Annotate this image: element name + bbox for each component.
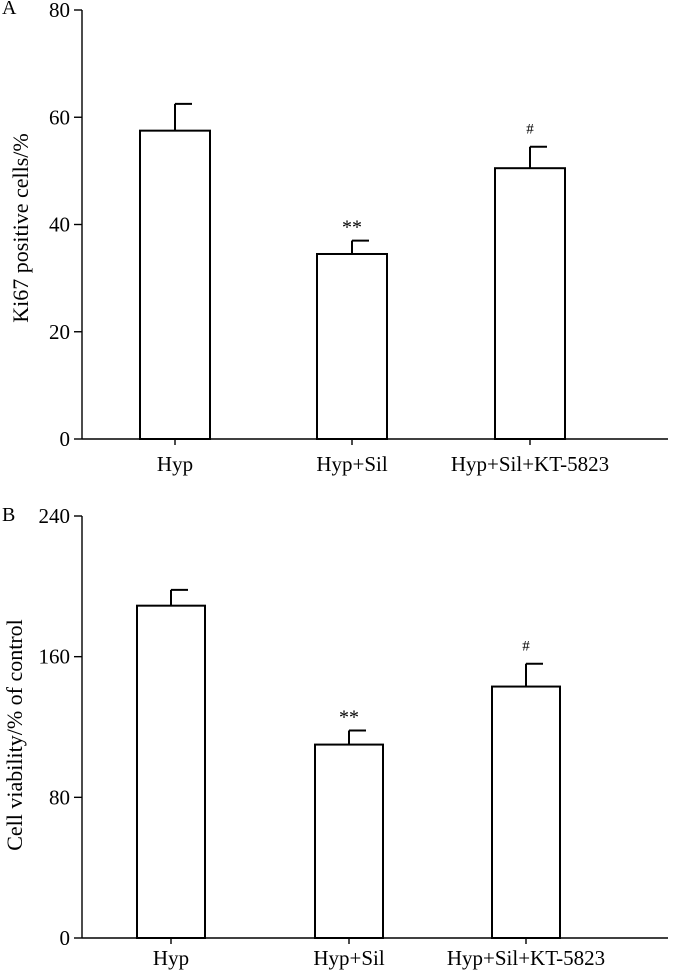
chart-panel-b: B Cell viability/% of control 080160240 … — [2, 504, 668, 970]
annotations-b: ** # — [339, 639, 530, 729]
significance-marker: ** — [342, 217, 362, 239]
y-tick-label: 40 — [49, 213, 70, 237]
y-tick-label: 80 — [49, 785, 70, 809]
y-tick-label: 20 — [49, 320, 70, 344]
errorbars-b — [170, 588, 543, 745]
bar-hyp — [136, 604, 206, 939]
x-category-label: Hyp+Sil — [316, 452, 388, 476]
x-category-label: Hyp+Sil — [313, 946, 385, 970]
significance-marker: # — [522, 639, 530, 655]
significance-marker: # — [526, 122, 534, 138]
panel-label-b: B — [2, 504, 15, 526]
significance-marker: ** — [339, 707, 359, 729]
y-tick-label: 60 — [49, 105, 70, 129]
y-tick-label: 160 — [39, 645, 71, 669]
category-labels-b: Hyp Hyp+Sil Hyp+Sil+KT-5823 — [153, 946, 605, 970]
ticks-b: 0 80 160 240 — [39, 504, 527, 950]
y-axis-title-a: Ki67 positive cells/% — [8, 133, 33, 322]
bar-hyp — [139, 129, 211, 440]
y-tick-label: 240 — [39, 504, 71, 528]
y-axis-title-b: Cell viability/% of control — [2, 619, 27, 851]
bar-hyp-sil — [314, 743, 384, 939]
bar-hyp-sil-kt-5823 — [491, 685, 561, 940]
bar-hyp-sil-kt-5823 — [494, 167, 566, 440]
y-tick-label: 0 — [60, 926, 71, 950]
category-labels-a: Hyp Hyp+Sil Hyp+Sil+KT-5823 — [157, 452, 609, 476]
y-tick-label: 80 — [49, 0, 70, 22]
chart-panel-a: A Ki67 positive cells/% 0 20 40 60 80 ** # Hy… — [2, 0, 668, 476]
panel-label-a: A — [2, 0, 17, 19]
y-tick-label: 0 — [60, 427, 71, 451]
ticks-a: 0 20 40 60 80 — [49, 0, 531, 451]
bar-hyp-sil — [316, 252, 388, 440]
bars-b — [136, 604, 561, 940]
x-category-label: Hyp — [157, 452, 193, 476]
x-category-label: Hyp+Sil+KT-5823 — [451, 452, 609, 476]
bars-a — [139, 129, 566, 440]
x-category-label: Hyp — [153, 946, 189, 970]
errorbars-a — [174, 102, 547, 254]
x-category-label: Hyp+Sil+KT-5823 — [447, 946, 605, 970]
annotations-a: ** # — [342, 122, 534, 239]
